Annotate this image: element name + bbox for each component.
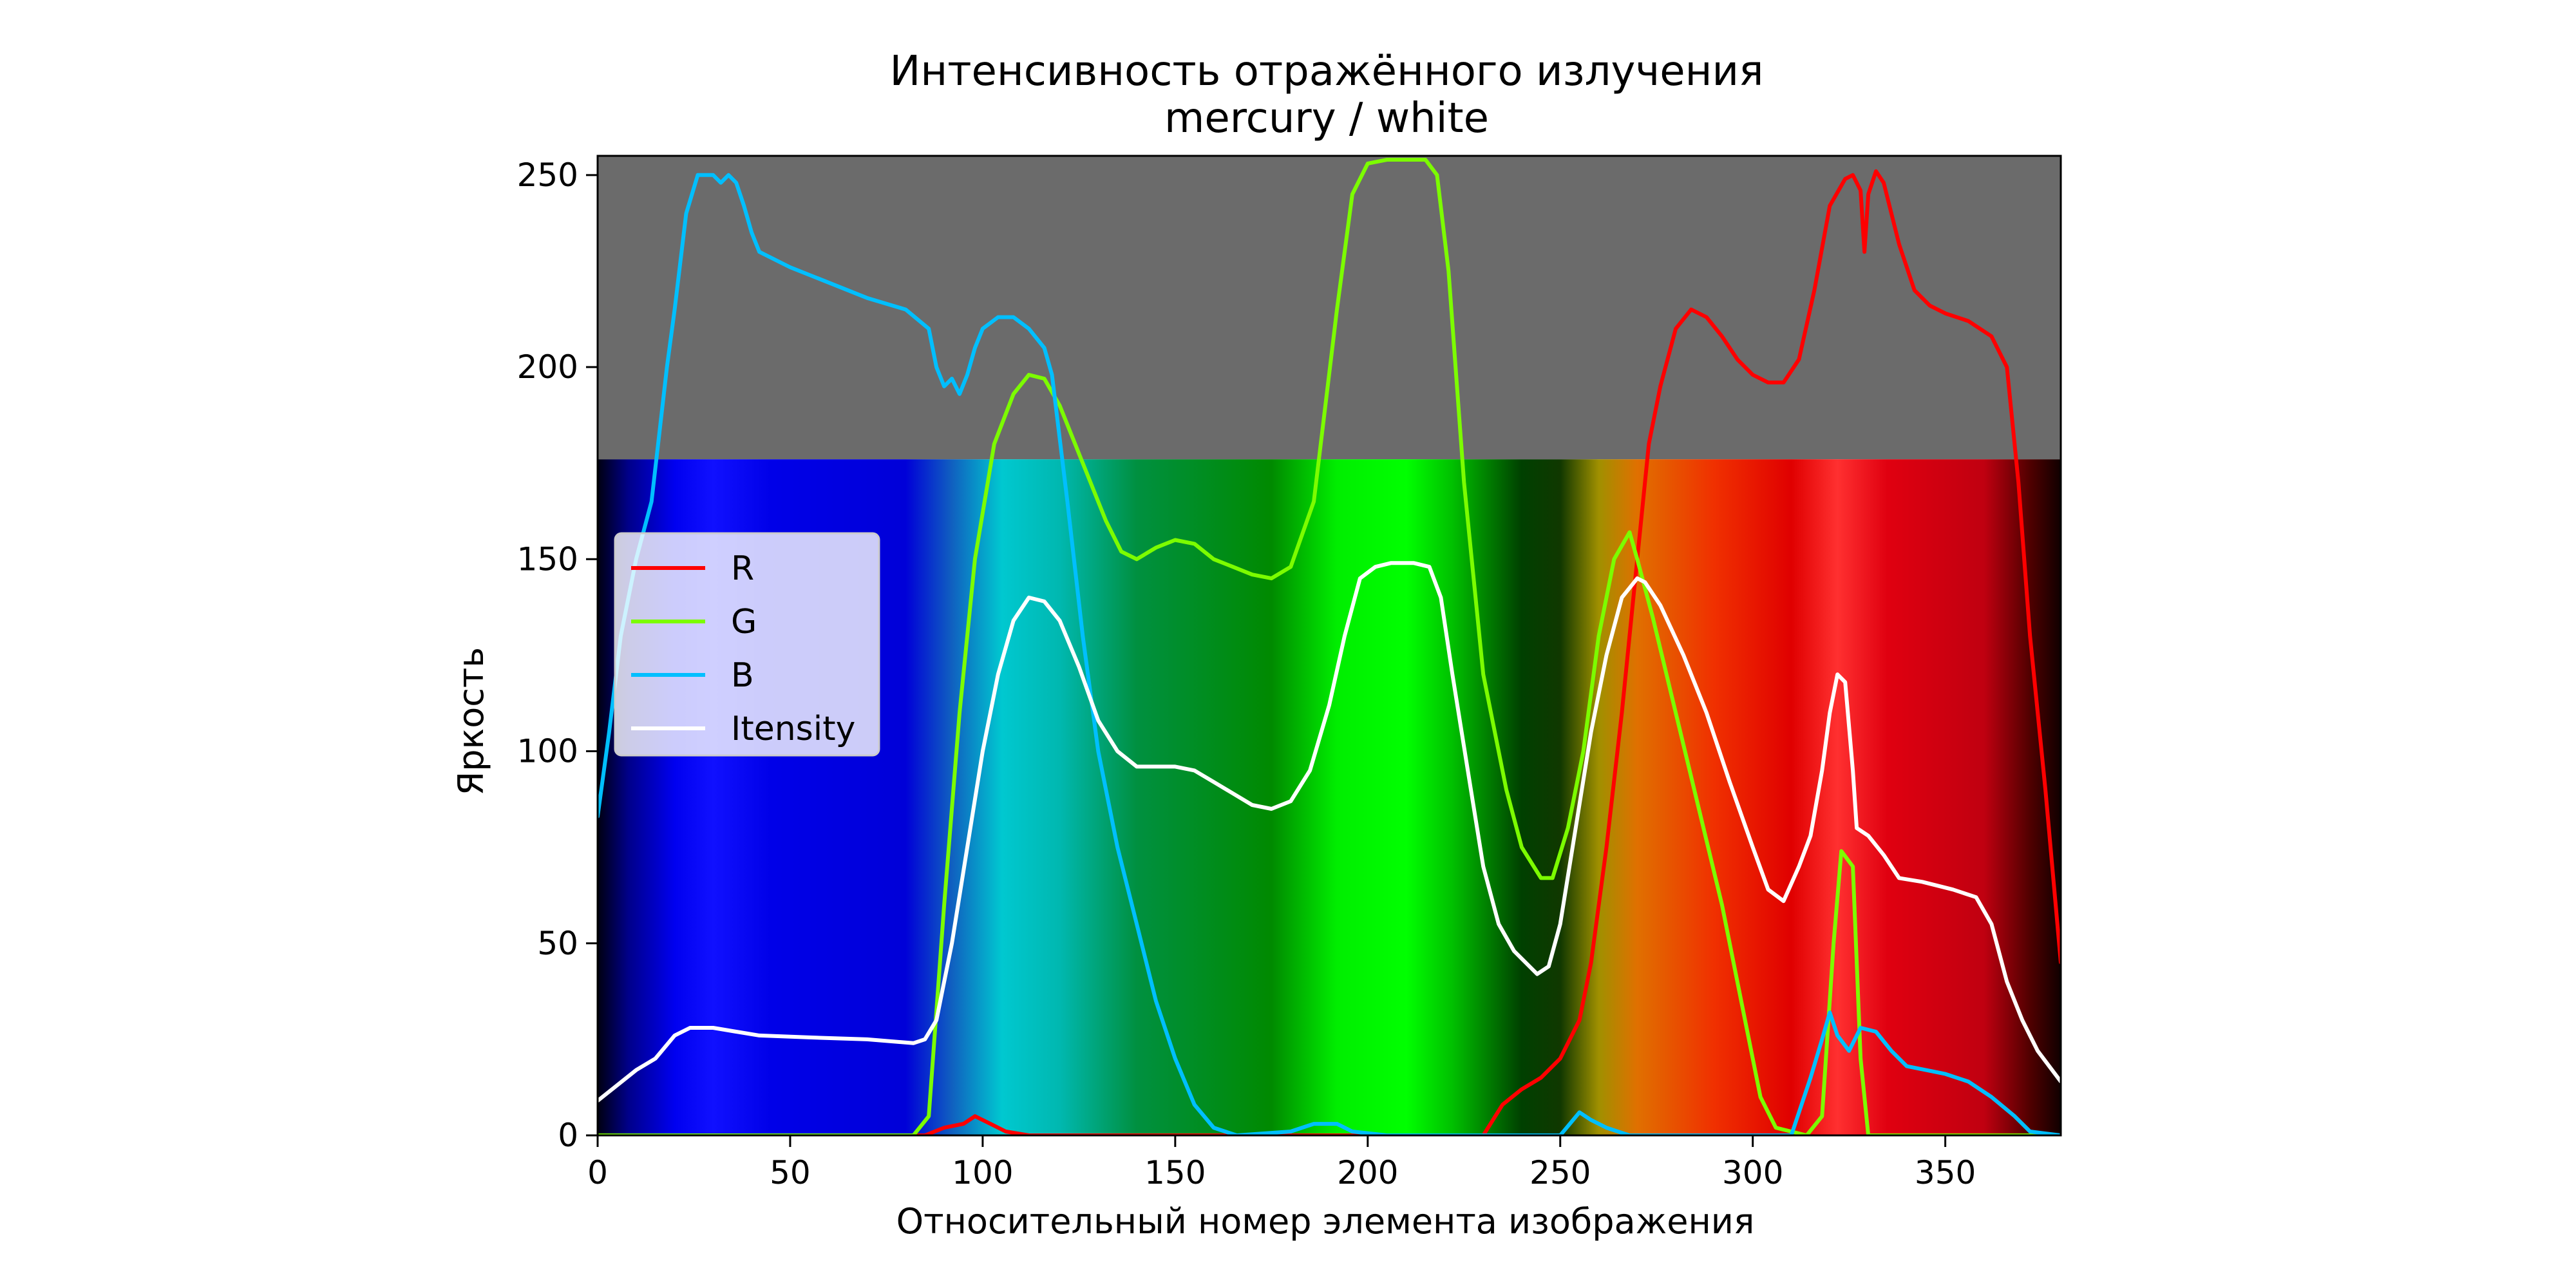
x-tick-label: 250	[1530, 1154, 1591, 1191]
x-axis-title: Относительный номер элемента изображения	[896, 1201, 1755, 1242]
chart-title: Интенсивность отражённого излучения	[889, 48, 1763, 95]
x-tick-label: 200	[1337, 1154, 1398, 1191]
x-tick-label: 150	[1144, 1154, 1206, 1191]
y-tick-label: 50	[537, 925, 578, 962]
y-axis-title: Яркость	[451, 647, 491, 795]
x-tick-label: 300	[1722, 1154, 1783, 1191]
plot-frame	[596, 155, 2062, 1137]
y-tick-label: 100	[517, 733, 578, 770]
y-axis: 0 50 100 150 200 250	[517, 156, 598, 1154]
series-line-b	[598, 173, 2061, 1135]
x-tick-label: 350	[1915, 1154, 1976, 1191]
legend: RGB Itensity	[614, 532, 880, 757]
chart-subtitle: mercury / white	[1164, 95, 1489, 142]
series-line-r	[598, 169, 2061, 1135]
x-tick-label: 50	[770, 1154, 811, 1191]
y-tick-label: 0	[558, 1117, 578, 1154]
y-tick-label: 250	[517, 156, 578, 194]
legend-label-itensity: Itensity	[731, 710, 855, 748]
legend-label-g: G	[731, 603, 757, 641]
y-tick-label: 150	[517, 540, 578, 578]
legend-label-b: B	[731, 656, 754, 695]
series-layer	[598, 158, 2061, 1135]
background-upper-region	[598, 156, 2061, 460]
legend-box	[614, 532, 880, 757]
series-line-g	[598, 158, 2061, 1135]
x-tick-label: 100	[952, 1154, 1013, 1191]
y-tick-label: 200	[517, 348, 578, 386]
x-axis: 0 50 100 150 200 250 300 350	[587, 1135, 1976, 1191]
series-line-itensity	[598, 561, 2061, 1103]
legend-label-r: R	[731, 549, 754, 588]
x-tick-label: 0	[587, 1154, 608, 1191]
